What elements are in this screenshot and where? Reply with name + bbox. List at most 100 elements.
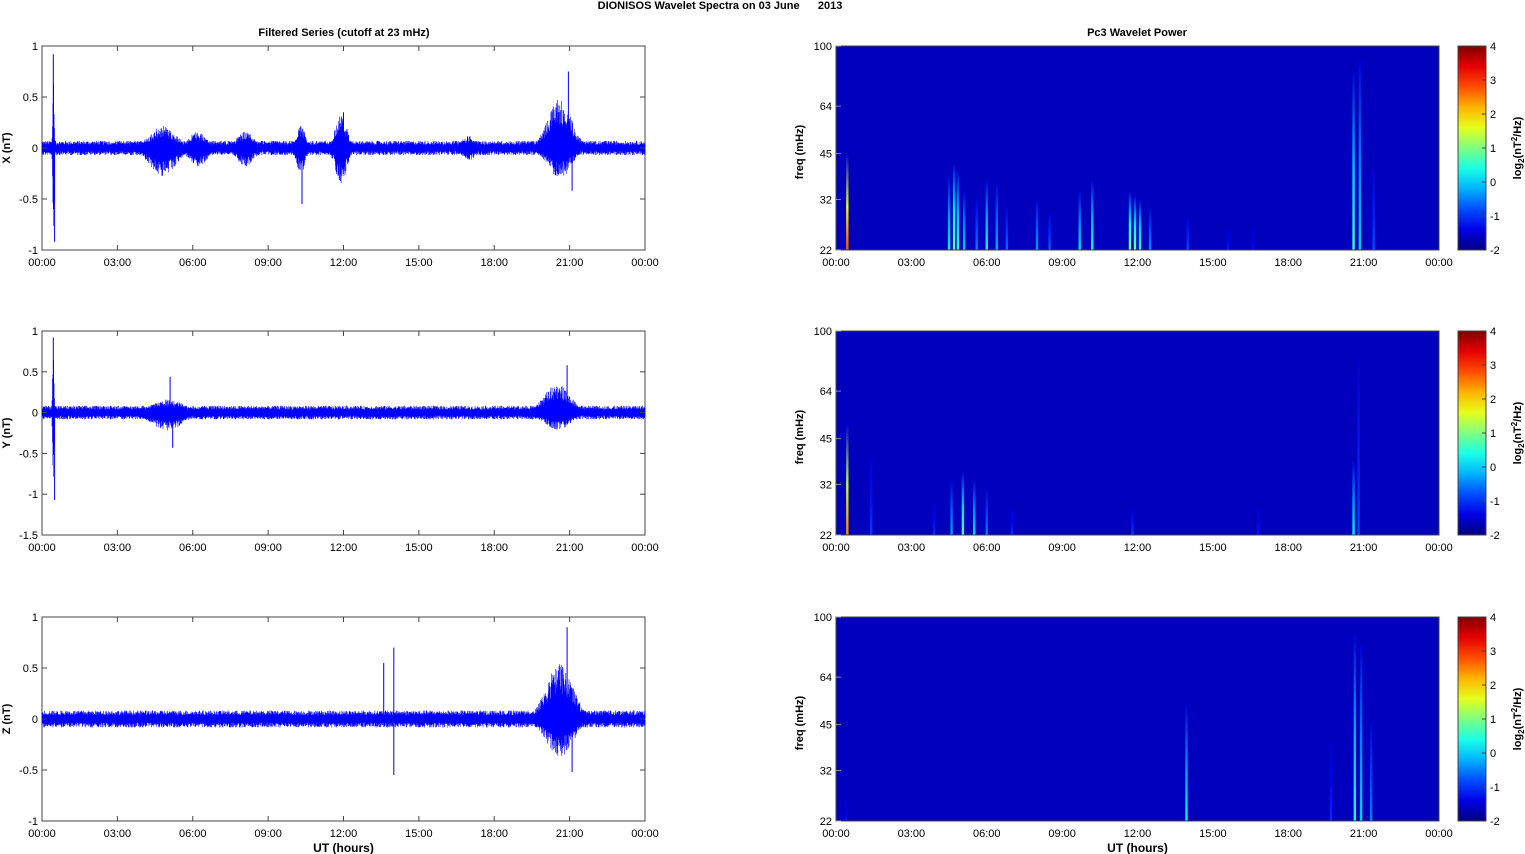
heatmap-streak <box>985 488 988 535</box>
heatmap-streak <box>952 162 956 250</box>
heatmap-streak <box>1185 705 1188 821</box>
x-tick-label: 06:00 <box>179 257 207 269</box>
y-tick-label: 64 <box>820 101 832 113</box>
y-axis-label: freq (mHz) <box>794 124 806 179</box>
colorbar-tick-label: 2 <box>1490 394 1496 406</box>
y-tick-label: -1 <box>28 489 38 501</box>
heatmap-streak <box>1131 507 1134 535</box>
x-tick-label: 03:00 <box>898 542 926 554</box>
heatmap-streak <box>1352 461 1355 535</box>
x-tick-label: 21:00 <box>556 542 584 554</box>
x-tick-label: 09:00 <box>254 257 282 269</box>
y-tick-label: 22 <box>820 530 832 542</box>
x-tick-label: 15:00 <box>405 828 433 840</box>
heatmap-background <box>835 616 1440 822</box>
heatmap-streak <box>1372 169 1375 250</box>
y-axis-label: freq (mHz) <box>794 409 806 464</box>
x-tick-label: 03:00 <box>898 257 926 269</box>
y-tick-label: 1 <box>32 41 38 53</box>
x-tick-label: 12:00 <box>1124 828 1152 840</box>
x-tick-label: 03:00 <box>104 257 132 269</box>
heatmap-streak <box>1358 60 1362 251</box>
y-tick-label: 32 <box>820 195 832 207</box>
heatmap-streak <box>1035 199 1039 250</box>
x-tick-label: 09:00 <box>1048 542 1076 554</box>
y-tick-label: 0 <box>32 143 38 155</box>
y-tick-label: 45 <box>820 434 832 446</box>
x-tick-label: 06:00 <box>179 542 207 554</box>
y-tick-label: 45 <box>820 720 832 732</box>
heatmap-streak <box>1148 208 1152 250</box>
x-tick-label: 00:00 <box>1425 257 1453 269</box>
x-tick-label: 21:00 <box>556 257 584 269</box>
x-tick-label: 09:00 <box>1048 257 1076 269</box>
heatmap-background <box>835 330 1440 536</box>
colorbar-tick-label: 2 <box>1490 109 1496 121</box>
heatmap-streak <box>1226 227 1230 250</box>
colorbar-tick-label: 0 <box>1490 462 1496 474</box>
x-axis-label: UT (hours) <box>1107 841 1168 854</box>
y-tick-label: 0.5 <box>23 367 38 379</box>
x-tick-label: 03:00 <box>898 828 926 840</box>
figure-title: DIONISOS Wavelet Spectra on 03 June 2013 <box>598 0 843 12</box>
x-tick-label: 15:00 <box>1199 828 1227 840</box>
y-tick-label: 1 <box>32 326 38 338</box>
x-tick-label: 18:00 <box>480 257 508 269</box>
series-spikes <box>52 337 568 500</box>
heatmap-streak <box>1359 643 1363 821</box>
timeseries-panel-x: -1 -0.5 0 0.5 1 00:00 03:00 06:00 09:00 12:00 15:0… <box>1 41 659 269</box>
colorbar-tick-label: 1 <box>1490 143 1496 155</box>
left-column-title: Filtered Series (cutoff at 23 mHz) <box>258 27 429 39</box>
heatmap-streak <box>961 472 965 535</box>
x-tick-label: 18:00 <box>1274 828 1302 840</box>
heatmap-streak <box>1138 199 1142 250</box>
colorbar-tick-label: -2 <box>1490 530 1500 542</box>
y-tick-label: 0.5 <box>23 92 38 104</box>
heatmap-streak <box>1353 634 1357 821</box>
heatmap-streak <box>1128 191 1132 250</box>
heatmap-streak <box>1133 195 1137 250</box>
x-tick-label: 21:00 <box>1350 257 1378 269</box>
x-tick-label: 06:00 <box>973 828 1001 840</box>
series-spikes <box>52 54 573 242</box>
colorbar-tick-label: 1 <box>1490 714 1496 726</box>
heatmap-streak <box>1005 208 1009 250</box>
heatmap-streak <box>1329 740 1333 821</box>
heatmap-streak <box>1186 217 1189 250</box>
y-tick-label: -0.5 <box>19 765 38 777</box>
y-tick-label: 32 <box>820 480 832 492</box>
heatmap-streak <box>950 480 953 535</box>
heatmap-streak <box>956 169 960 250</box>
x-tick-label: 09:00 <box>1048 828 1076 840</box>
x-tick-label: 00:00 <box>631 828 659 840</box>
heatmap-streak <box>1251 227 1255 250</box>
heatmap-streak <box>975 199 978 250</box>
x-tick-label: 12:00 <box>330 257 358 269</box>
y-tick-label: -1 <box>28 816 38 828</box>
heatmap-streak <box>962 191 966 250</box>
colorbar-tick-label: 4 <box>1490 41 1496 53</box>
x-tick-label: 12:00 <box>330 828 358 840</box>
y-tick-label: 45 <box>820 149 832 161</box>
heatmap-streak <box>846 153 849 250</box>
x-tick-label: 21:00 <box>1350 828 1378 840</box>
colorbar-tick-label: 3 <box>1490 75 1496 87</box>
y-tick-label: 64 <box>820 672 832 684</box>
colorbar-tick-label: 3 <box>1490 360 1496 372</box>
x-tick-label: 21:00 <box>1350 542 1378 554</box>
plot-frame <box>835 330 1440 536</box>
panels: Filtered Series (cutoff at 23 mHz) Pc3 Wa… <box>1 27 1525 854</box>
y-tick-label: 100 <box>814 612 832 624</box>
y-tick-label: 0 <box>32 408 38 420</box>
colorbar-tick-label: -1 <box>1490 211 1500 223</box>
y-tick-label: 22 <box>820 816 832 828</box>
x-tick-label: 18:00 <box>480 828 508 840</box>
y-tick-label: -1.5 <box>19 530 38 542</box>
x-tick-label: 12:00 <box>1124 542 1152 554</box>
colorbar-tick-label: 4 <box>1490 612 1496 624</box>
y-axis-label: freq (mHz) <box>794 695 806 750</box>
colorbar-label: log2(nT2/Hz) <box>1510 401 1525 464</box>
